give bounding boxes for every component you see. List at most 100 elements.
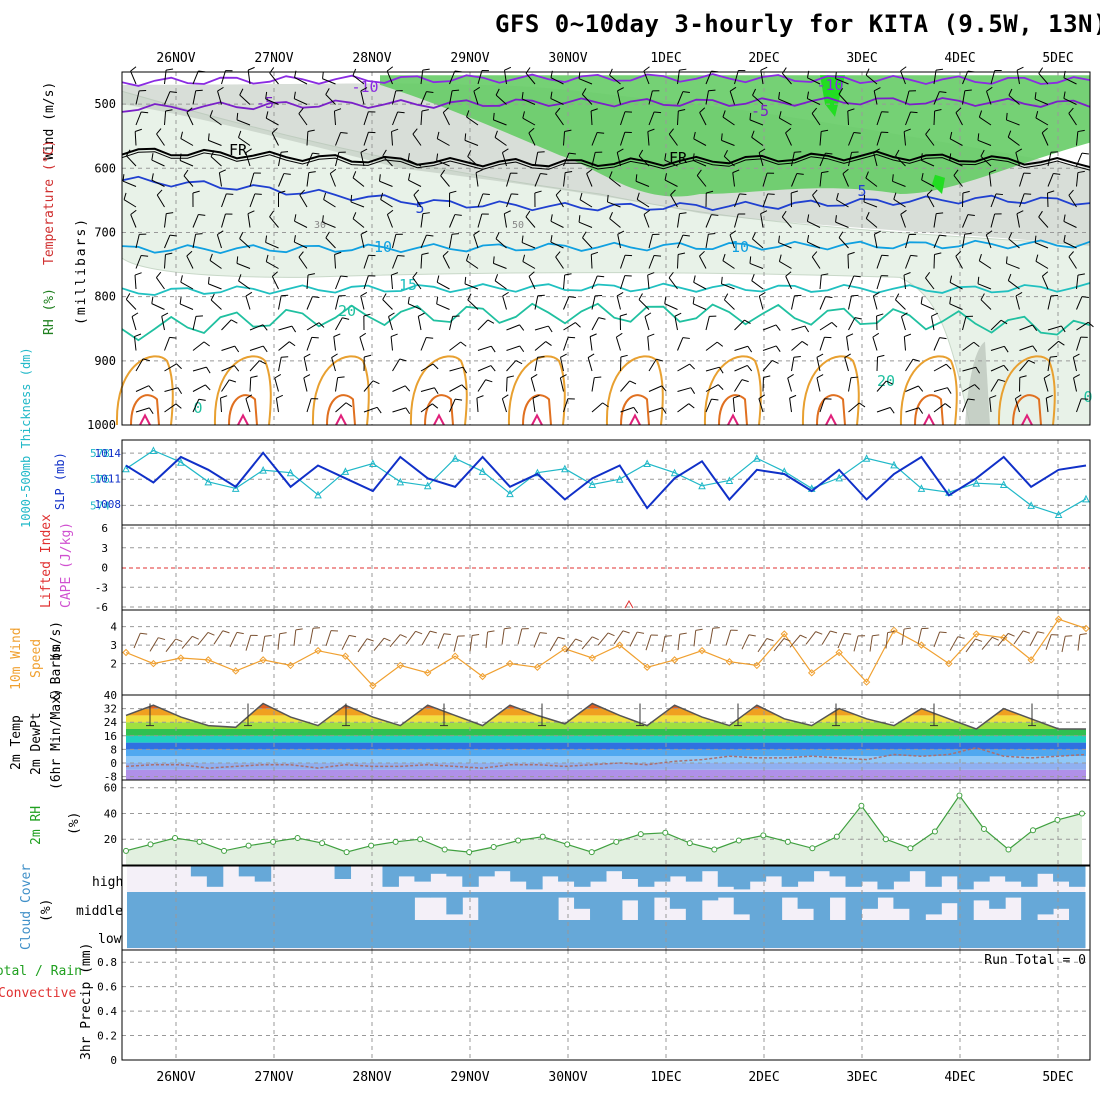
wind-barb (979, 116, 992, 126)
wind-barb-flag (564, 273, 572, 276)
wind-barb-flag (506, 375, 515, 378)
wind-barb-flag (293, 235, 296, 243)
wind-barb (876, 132, 882, 146)
wind-barb-flag (217, 230, 224, 236)
wind-barb (677, 234, 684, 249)
wind-barb-flag (247, 210, 255, 215)
wind-barb (980, 155, 992, 167)
wind-barb-flag (545, 341, 552, 346)
wind-barb-flag (464, 133, 467, 141)
wind-barb-flag (682, 337, 690, 339)
wind-barb (620, 132, 626, 146)
wind-barb-flag (729, 86, 737, 92)
wind-barb-flag (473, 230, 480, 236)
wind-barb (209, 260, 222, 269)
wind-barb (873, 90, 878, 105)
wind-barb (249, 193, 256, 208)
rh-point (882, 836, 889, 843)
wind-barb (261, 636, 266, 653)
wind-barb-flag (785, 271, 792, 277)
contour-label: 5 (415, 199, 424, 217)
wind-barb (449, 70, 456, 85)
wind-barb-flag (528, 127, 535, 134)
thickness-point (643, 459, 651, 468)
wind-barb-flag (436, 296, 439, 304)
wind-barb-flag (426, 337, 434, 339)
wind-barb (1076, 321, 1089, 331)
cloud-bar (606, 920, 623, 948)
wind-barb (905, 234, 910, 249)
rh-point (662, 829, 669, 836)
wind-barb-flag (711, 398, 719, 401)
wind-barb-flag (540, 173, 548, 175)
top-date-label: 3DEC (846, 51, 877, 66)
wind-barb (933, 91, 940, 105)
wind-barb-flag (206, 366, 211, 374)
wind-barb-flag (590, 108, 598, 112)
wind-barb-flag (825, 152, 833, 155)
cloud-bar (270, 920, 288, 948)
thickness-point (561, 464, 569, 473)
cloud-bar (366, 920, 383, 948)
cloud-bar (637, 866, 655, 887)
p8-y-tick: 0.2 (97, 1030, 117, 1043)
wind-barb-flag (494, 130, 498, 138)
p4-y-tick: 3 (110, 639, 117, 652)
wind-barb-flag (560, 353, 567, 358)
cloud-bar (414, 866, 431, 882)
wind-barb-flag (165, 252, 173, 256)
wind-barb-flag (432, 403, 439, 409)
wind-barb-flag (608, 171, 613, 179)
wind-barb (1038, 73, 1049, 85)
cloud-bar (653, 892, 671, 898)
wind-barb-flag (169, 91, 177, 93)
wind-barb-flag (312, 152, 320, 155)
p6-y-tick: 20 (104, 833, 117, 846)
wind-barb (933, 387, 948, 392)
wind-barb-flag (771, 359, 779, 364)
wind-barb-flag (664, 296, 667, 304)
wind-barb (560, 357, 564, 372)
wind-barb (563, 275, 566, 290)
thickness-point (753, 454, 761, 462)
wind-barb (522, 261, 536, 269)
cloud-bar (893, 892, 910, 909)
cloud-bar (925, 892, 942, 915)
wind-barb-flag (957, 636, 965, 639)
wind-barb-flag (408, 173, 411, 181)
wind-barb (1047, 295, 1052, 310)
wind-barb (221, 319, 232, 331)
wind-barb (955, 255, 963, 269)
wind-barb (563, 152, 570, 167)
wind-barb (1041, 275, 1049, 290)
wind-barb (921, 179, 935, 187)
panel-frame (121, 949, 1091, 1061)
wind-barb (962, 214, 969, 228)
wind-barb-flag (865, 211, 870, 219)
wind-barb (844, 357, 849, 372)
wind-barb (192, 341, 205, 351)
wind-barb-flag (935, 68, 944, 71)
wind-barb-flag (220, 395, 228, 399)
wind-barb (155, 277, 165, 290)
wind-barb (449, 341, 461, 351)
surface-temp-contour-hot (237, 413, 249, 426)
wind-barb (464, 283, 479, 290)
wind-barb (501, 398, 507, 413)
wind-barb (905, 358, 914, 372)
wind-barb (705, 398, 712, 413)
wind-barb-flag (751, 130, 755, 138)
wind-barb (449, 366, 464, 372)
wind-barb (405, 631, 416, 645)
wind-barb (582, 237, 593, 249)
wind-barb (249, 324, 264, 331)
wind-barb (135, 111, 142, 126)
p8-y-tick: 0.8 (97, 956, 117, 969)
wind-barb (236, 262, 251, 269)
cloud-bar (957, 920, 974, 948)
wind-barb (664, 303, 678, 310)
wind-barb-flag (664, 153, 667, 161)
wind-barb (1019, 360, 1029, 372)
thickness-point (588, 480, 597, 488)
wind-barb-flag (359, 332, 367, 338)
